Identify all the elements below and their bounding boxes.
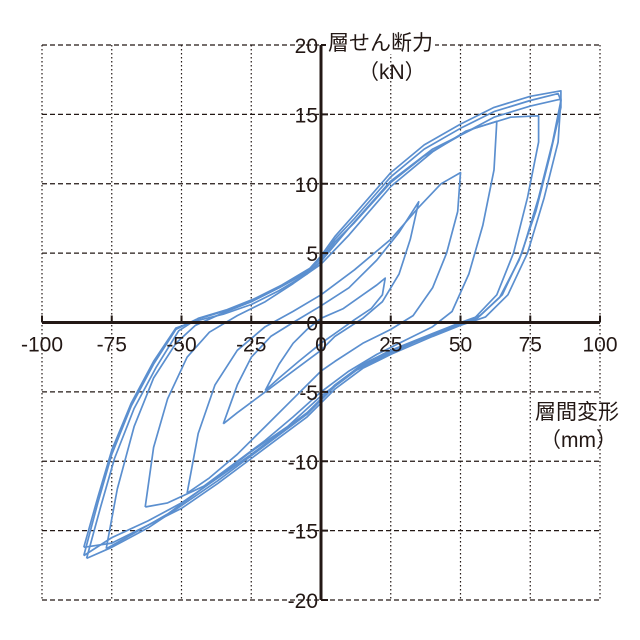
x-tick-label: 75: [519, 334, 542, 357]
hysteresis-loop: [85, 89, 562, 560]
x-tick-label: -100: [21, 334, 63, 357]
y-tick-label: -15: [288, 521, 318, 544]
y-tick-label: 10: [295, 174, 318, 197]
y-tick-label: 0: [306, 313, 318, 336]
x-tick-label: -25: [236, 334, 266, 357]
x-tick-label: 0: [315, 334, 327, 357]
x-tick-label: 25: [379, 334, 402, 357]
hysteresis-loop: [222, 200, 420, 425]
y-tick-label: -20: [288, 590, 318, 613]
y-tick-label: -5: [299, 382, 318, 405]
x-axis-label: 層間変形: [535, 401, 619, 424]
x-tick-label: 100: [582, 334, 617, 357]
x-tick-label: 50: [449, 334, 472, 357]
y-tick-label: -10: [288, 451, 318, 474]
axes: [41, 44, 601, 601]
y-axis-label: 層せん断力: [326, 32, 435, 55]
y-tick-label: 20: [295, 35, 318, 58]
x-tick-label: -75: [97, 334, 127, 357]
y-tick-label: 15: [295, 104, 318, 127]
x-axis-unit: （mm）: [540, 429, 617, 452]
y-axis-unit: （kN）: [358, 61, 426, 84]
x-tick-label: -50: [166, 334, 196, 357]
hysteresis-loop: [264, 277, 387, 392]
tick-labels: -100 -75 -50 -25 0 25 50 75 100-20-15-10-5051015…: [21, 35, 618, 613]
hysteresis-loop: [186, 171, 462, 494]
y-tick-label: 5: [306, 243, 318, 266]
